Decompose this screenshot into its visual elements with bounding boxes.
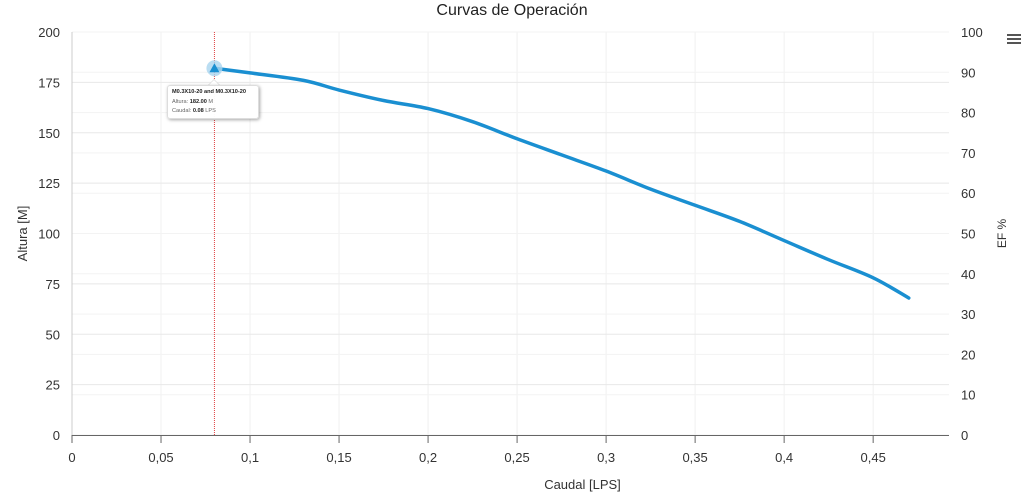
svg-text:60: 60 bbox=[961, 186, 975, 201]
svg-text:125: 125 bbox=[38, 176, 60, 191]
svg-text:10: 10 bbox=[961, 388, 975, 403]
svg-text:100: 100 bbox=[961, 25, 983, 40]
svg-text:Altura [M]: Altura [M] bbox=[15, 206, 30, 262]
svg-text:0,4: 0,4 bbox=[775, 450, 793, 465]
svg-text:0,25: 0,25 bbox=[504, 450, 529, 465]
svg-text:0,3: 0,3 bbox=[597, 450, 615, 465]
svg-text:40: 40 bbox=[961, 267, 975, 282]
tooltip: M0.3X10-20 and M0.3X10-20 Altura: 182.00… bbox=[167, 85, 259, 119]
svg-text:0: 0 bbox=[68, 450, 75, 465]
svg-text:100: 100 bbox=[38, 227, 60, 242]
svg-text:25: 25 bbox=[46, 378, 60, 393]
tooltip-arrow bbox=[208, 80, 220, 86]
series-line[interactable] bbox=[206, 60, 911, 300]
svg-text:150: 150 bbox=[38, 126, 60, 141]
svg-text:80: 80 bbox=[961, 106, 975, 121]
svg-text:0,35: 0,35 bbox=[682, 450, 707, 465]
svg-text:30: 30 bbox=[961, 307, 975, 322]
tooltip-caudal: Caudal: 0.08 LPS bbox=[172, 108, 216, 114]
svg-text:75: 75 bbox=[46, 277, 60, 292]
svg-text:Caudal [LPS]: Caudal [LPS] bbox=[544, 477, 621, 492]
svg-text:90: 90 bbox=[961, 65, 975, 80]
svg-text:50: 50 bbox=[46, 327, 60, 342]
svg-text:200: 200 bbox=[38, 25, 60, 40]
svg-text:20: 20 bbox=[961, 347, 975, 362]
svg-text:0,15: 0,15 bbox=[326, 450, 351, 465]
svg-text:0,05: 0,05 bbox=[148, 450, 173, 465]
svg-text:0,45: 0,45 bbox=[861, 450, 886, 465]
svg-text:0,1: 0,1 bbox=[241, 450, 259, 465]
svg-text:EF %: EF % bbox=[995, 219, 1009, 249]
svg-text:50: 50 bbox=[961, 227, 975, 242]
chart-title: Curvas de Operación bbox=[436, 2, 588, 19]
svg-text:175: 175 bbox=[38, 75, 60, 90]
hamburger-menu-icon[interactable] bbox=[1007, 34, 1021, 46]
tooltip-series: M0.3X10-20 and M0.3X10-20 bbox=[172, 89, 246, 95]
axes: 0 0,05 0,1 0,15 0,2 0,25 0,3 0,35 0,4 0,45 0 25 50 75… bbox=[15, 25, 1009, 492]
svg-text:70: 70 bbox=[961, 146, 975, 161]
svg-text:0,2: 0,2 bbox=[419, 450, 437, 465]
tooltip-altura: Altura: 182.00 M bbox=[172, 98, 214, 105]
svg-text:0: 0 bbox=[53, 428, 60, 443]
svg-text:0: 0 bbox=[961, 428, 968, 443]
